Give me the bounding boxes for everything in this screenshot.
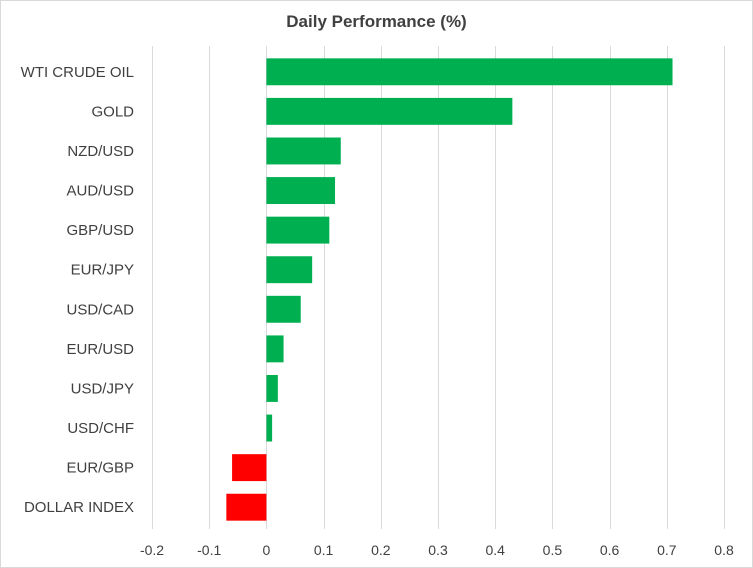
x-tick-label: 0	[263, 542, 271, 558]
category-label: EUR/GBP	[66, 460, 134, 477]
category-label: NZD/USD	[67, 143, 134, 160]
bar-wti-crude-oil	[266, 58, 673, 86]
x-tick-label: 0.4	[485, 542, 505, 558]
x-tick-labels: -0.2 -0.1 0 0.1 0.2 0.3 0.4 0.5 0.6 0.7 0.8	[140, 542, 734, 558]
category-label: DOLLAR INDEX	[24, 499, 134, 516]
x-tick-label: -0.1	[197, 542, 221, 558]
x-tick-label: 0.6	[600, 542, 620, 558]
bar-usd-jpy	[266, 375, 278, 402]
bar-eur-usd	[266, 335, 284, 363]
category-label: USD/CHF	[67, 420, 134, 437]
category-label: WTI CRUDE OIL	[21, 64, 134, 81]
bar-usd-chf	[266, 414, 273, 442]
bar-gbp-usd	[266, 216, 330, 244]
category-label: USD/CAD	[66, 301, 134, 318]
bar-eur-jpy	[266, 256, 313, 284]
bars	[226, 58, 673, 521]
category-label: EUR/JPY	[71, 262, 134, 279]
x-tick-label: 0.2	[371, 542, 391, 558]
bar-eur-gbp	[232, 454, 267, 482]
x-tick-label: -0.2	[140, 542, 164, 558]
category-labels: WTI CRUDE OIL GOLD NZD/USD AUD/USD GBP/USD EU…	[21, 64, 135, 516]
bar-dollar-index	[226, 493, 267, 521]
bar-aud-usd	[266, 177, 336, 204]
x-tick-label: 0.5	[543, 542, 563, 558]
chart-title: Daily Performance (%)	[286, 12, 467, 31]
bar-usd-cad	[266, 295, 301, 323]
x-tick-label: 0.3	[428, 542, 448, 558]
category-label: GBP/USD	[66, 222, 134, 239]
gridlines	[152, 46, 725, 529]
category-label: AUD/USD	[66, 183, 134, 200]
category-label: GOLD	[91, 103, 134, 120]
bar-nzd-usd	[266, 137, 341, 165]
x-tick-label: 0.1	[314, 542, 334, 558]
bar-gold	[266, 97, 513, 125]
x-tick-label: 0.7	[657, 542, 677, 558]
x-tick-label: 0.8	[714, 542, 734, 558]
category-label: EUR/USD	[66, 341, 134, 358]
category-label: USD/JPY	[71, 380, 134, 397]
